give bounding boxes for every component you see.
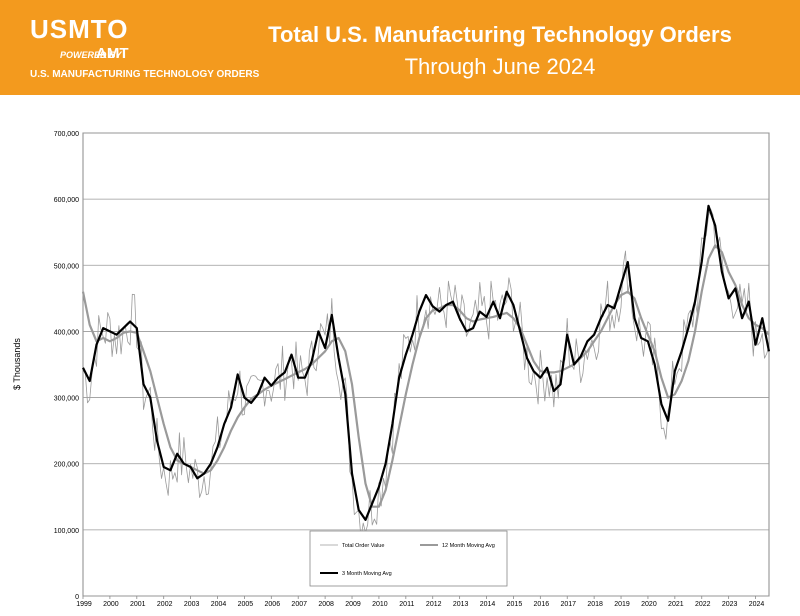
legend: Total Order Value 12 Month Moving Avg 3 Mo… xyxy=(309,530,508,587)
series-12-month-avg xyxy=(81,244,770,508)
x-tick-label: 2007 xyxy=(291,601,307,608)
x-tick-label: 2002 xyxy=(157,601,173,608)
x-tick-label: 2011 xyxy=(399,601,414,608)
logo-subtitle: U.S. MANUFACTURING TECHNOLOGY ORDERS xyxy=(30,69,260,80)
gridlines xyxy=(83,132,769,597)
header-banner: USMTO POWERED BY AMT U.S. MANUFACTURING … xyxy=(0,0,800,95)
y-axis-label: $ Thousands xyxy=(12,338,22,390)
y-tick-label: 200,000 xyxy=(54,462,79,469)
x-axis: 1999 2000 2001 2002 2003 2004 2005 2006 2007 2008… xyxy=(76,596,764,608)
x-tick-label: 1999 xyxy=(76,601,92,608)
x-tick-label: 2017 xyxy=(560,601,576,608)
x-tick-label: 2014 xyxy=(480,601,496,608)
y-tick-label: 700,000 xyxy=(54,131,79,138)
amt-logo: AMT xyxy=(96,45,129,62)
x-tick-label: 2010 xyxy=(372,601,388,608)
x-tick-label: 2023 xyxy=(722,601,738,608)
chart-title: Total U.S. Manufacturing Technology Orde… xyxy=(268,22,732,47)
x-tick-label: 2019 xyxy=(614,601,630,608)
x-tick-label: 2006 xyxy=(265,601,281,608)
chart-subtitle: Through June 2024 xyxy=(404,54,596,79)
legend-box xyxy=(309,530,508,587)
logo-powered-by: POWERED BY xyxy=(60,50,122,60)
plot-area xyxy=(82,132,770,597)
x-tick-label: 2015 xyxy=(507,601,523,608)
series-3-month-avg xyxy=(82,204,771,521)
usmto-logo: USMTO xyxy=(30,14,129,44)
x-tick-label: 2003 xyxy=(184,601,200,608)
x-tick-label: 2001 xyxy=(130,601,146,608)
x-tick-label: 2022 xyxy=(695,601,711,608)
x-tick-label: 2013 xyxy=(453,601,469,608)
x-tick-label: 2000 xyxy=(103,601,119,608)
legend-label: Total Order Value xyxy=(342,543,384,549)
x-tick-label: 2004 xyxy=(211,601,227,608)
y-tick-label: 400,000 xyxy=(54,329,79,336)
y-tick-label: 600,000 xyxy=(54,197,79,204)
series-group xyxy=(81,204,771,539)
line-chart: 0 100,000 200,000 300,000 400,000 500,000 600,… xyxy=(12,131,771,608)
x-tick-label: 2008 xyxy=(318,601,334,608)
y-tick-label: 500,000 xyxy=(54,263,79,270)
series-total-order-value xyxy=(82,208,770,539)
x-tick-label: 2012 xyxy=(426,601,442,608)
x-tick-label: 2020 xyxy=(641,601,657,608)
legend-label: 12 Month Moving Avg xyxy=(442,543,495,549)
x-tick-label: 2009 xyxy=(345,601,361,608)
x-tick-label: 2018 xyxy=(587,601,603,608)
y-tick-label: 300,000 xyxy=(54,396,79,403)
y-axis: 0 100,000 200,000 300,000 400,000 500,000 600,… xyxy=(54,131,79,601)
legend-label: 3 Month Moving Avg xyxy=(342,571,392,577)
x-tick-label: 2024 xyxy=(749,601,765,608)
x-tick-label: 2005 xyxy=(238,601,254,608)
y-tick-label: 0 xyxy=(75,594,79,601)
x-tick-label: 2016 xyxy=(534,601,550,608)
y-tick-label: 100,000 xyxy=(54,528,79,535)
x-tick-label: 2021 xyxy=(668,601,684,608)
